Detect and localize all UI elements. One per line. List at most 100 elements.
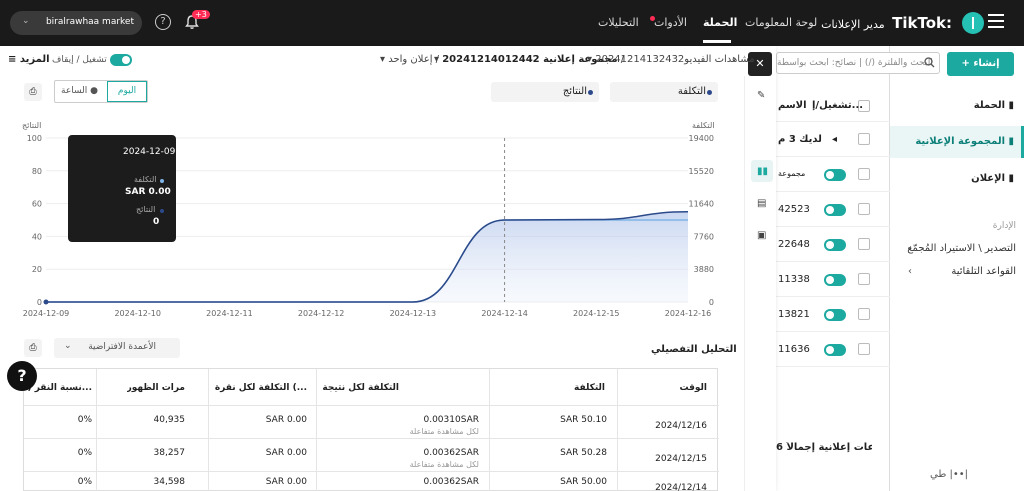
col-impressions[interactable]: مرات الظهور <box>126 383 185 393</box>
select-all-checkbox[interactable] <box>858 100 870 112</box>
account-switcher[interactable]: biralrawhaa market ⌄ <box>10 11 142 35</box>
nav-campaign[interactable]: الحملة <box>703 16 738 29</box>
col-ctr[interactable]: نسبة النقر (ا... <box>24 383 92 393</box>
row-checkbox[interactable] <box>858 343 870 355</box>
row-checkbox[interactable] <box>858 273 870 285</box>
table-row[interactable]: 42523 <box>776 192 890 227</box>
table-footer: 6 مجموعات إعلانية إجمالاً <box>776 442 872 453</box>
cell-ctr: 0% <box>77 477 92 487</box>
column-divider <box>316 369 317 491</box>
nav-analytics[interactable]: التحليلات <box>598 16 639 29</box>
sidebar-item-auto-rules[interactable]: القواعد التلقائية <box>951 266 1016 277</box>
sidebar-item-label: الحملة <box>973 100 1006 111</box>
table-divider <box>24 438 719 439</box>
metric-results-selector[interactable]: النتائج <box>491 82 599 102</box>
left-tick-label: 100 <box>27 134 42 143</box>
time-granularity-tabs: اليوم الساعة ● <box>54 80 148 103</box>
name-header: الاسم <box>778 100 807 111</box>
cell-cost: SAR 50.28 <box>560 448 607 458</box>
download-icon[interactable]: ⎙ <box>24 83 42 101</box>
row-checkbox[interactable] <box>858 168 870 180</box>
row-toggle[interactable] <box>824 344 846 356</box>
nav-dashboard[interactable]: لوحة المعلومات <box>745 16 818 29</box>
help-fab-button[interactable]: ? <box>7 361 37 391</box>
notice-checkbox[interactable] <box>858 133 870 145</box>
row-toggle[interactable] <box>824 274 846 286</box>
row-name[interactable]: 11636 <box>778 344 810 355</box>
play-icon[interactable]: ◂ <box>832 134 838 145</box>
sidebar-item-ad[interactable]: الإعلان ▮ <box>971 173 1014 184</box>
collapse-button[interactable]: طي |••| <box>930 469 969 480</box>
status-toggle[interactable] <box>110 54 132 66</box>
row-name[interactable]: مجموعة <box>778 169 806 178</box>
row-name[interactable]: 42523 <box>778 204 810 215</box>
close-button[interactable]: ✕ <box>748 52 772 76</box>
breadcrumb-ad-label: إعلان واحد <box>388 54 433 65</box>
table-row[interactable]: 22648 <box>776 227 890 262</box>
search-icon[interactable] <box>924 57 935 68</box>
brand-label: مدير الإعلانات <box>821 18 885 31</box>
row-checkbox[interactable] <box>858 238 870 250</box>
right-tick-label: 19400 <box>689 134 714 143</box>
left-tick-label: 20 <box>32 265 42 274</box>
more-button[interactable]: ≡ المزيد <box>8 54 50 65</box>
cell-cpr-sub: لكل مشاهدة متفاعلة <box>409 460 479 469</box>
columns-selector[interactable]: الأعمدة الافتراضية ⌄ <box>54 338 180 358</box>
cell-cpc: SAR 0.00 <box>265 477 307 487</box>
edit-icon[interactable]: ✎ <box>757 90 766 101</box>
col-cost-per-result[interactable]: التكلفة لكل نتيجة <box>322 383 399 393</box>
sidebar-item-campaign[interactable]: الحملة ▮ <box>973 100 1014 111</box>
table-row[interactable]: 11338 <box>776 262 890 297</box>
col-time[interactable]: الوقت <box>679 383 707 393</box>
row-name[interactable]: 13821 <box>778 309 810 320</box>
chart-tooltip: 2024-12-09 التكلفة SAR 0.00 النتائج 0 <box>68 135 176 242</box>
row-toggle[interactable] <box>824 204 846 216</box>
export-icon[interactable]: ⎙ <box>24 339 42 357</box>
col-cost[interactable]: التكلفة <box>574 383 605 393</box>
row-toggle[interactable] <box>824 239 846 251</box>
cost-dot-icon <box>707 90 712 95</box>
sidebar-item-adgroup[interactable]: المجموعة الإعلانية ▮ <box>915 136 1014 147</box>
breadcrumb-adgroup[interactable]: ▾ مجموعة إعلانية 20241214012442 / <box>434 54 625 65</box>
notification-badge: +3 <box>192 10 210 19</box>
metric-cost-selector[interactable]: التكلفة <box>610 82 718 102</box>
tooltip-cost-label: التكلفة <box>134 175 157 184</box>
tab-day[interactable]: اليوم <box>107 81 147 102</box>
image-icon[interactable]: ▣ <box>757 230 767 241</box>
tiktok-logo-icon <box>962 12 984 34</box>
chevron-down-icon: ▾ <box>380 54 386 65</box>
col-cpc[interactable]: التكلفة لكل نقرة (... <box>214 383 307 393</box>
table-row[interactable]: 13821 <box>776 297 890 332</box>
cell-ctr: 0% <box>77 448 92 458</box>
columns-label: الأعمدة الافتراضية <box>88 342 156 352</box>
row-checkbox[interactable] <box>858 308 870 320</box>
hour-tab-label: الساعة <box>61 86 88 96</box>
right-tick-label: 7760 <box>694 232 714 241</box>
menu-icon[interactable] <box>988 14 1004 28</box>
row-toggle[interactable] <box>824 169 846 181</box>
help-icon[interactable]: ? <box>155 14 171 30</box>
document-icon[interactable]: ▤ <box>757 198 767 209</box>
right-axis-label: التكلفة <box>692 121 715 130</box>
search-input[interactable]: البحث والفلترة (/) | نصائح: ابحث بواسطة <box>776 52 940 74</box>
chart-icon[interactable]: ▮▮ <box>757 166 769 177</box>
create-button[interactable]: + إنشاء <box>947 52 1014 76</box>
nav-tools[interactable]: الأدوات <box>654 16 687 29</box>
breadcrumb-campaign-label: مشاهدات الفيديو20241214132432 <box>595 54 755 65</box>
row-name[interactable]: 11338 <box>778 274 810 285</box>
chevron-left-icon: ‹ <box>908 243 912 254</box>
tab-hour[interactable]: الساعة ● <box>61 86 98 96</box>
metric-cost-label: التكلفة <box>677 86 706 97</box>
row-checkbox[interactable] <box>858 203 870 215</box>
tooltip-cost-dot <box>160 179 164 183</box>
table-row[interactable]: 11636 <box>776 332 890 367</box>
row-name[interactable]: 22648 <box>778 239 810 250</box>
toggle-label: تشغيل / إيقاف <box>52 55 107 65</box>
row-toggle[interactable] <box>824 309 846 321</box>
table-row[interactable]: مجموعة <box>776 157 890 192</box>
breadcrumb-ad[interactable]: ▾ إعلان واحد / <box>380 54 440 65</box>
breadcrumb-campaign[interactable]: ▾ مشاهدات الفيديو20241214132432 <box>587 54 755 65</box>
left-tick-label: 80 <box>32 167 42 176</box>
cell-impressions: 38,257 <box>153 448 186 458</box>
sidebar-item-bulk-import[interactable]: التصدير \ الاستيراد المُجمّع <box>907 243 1016 254</box>
